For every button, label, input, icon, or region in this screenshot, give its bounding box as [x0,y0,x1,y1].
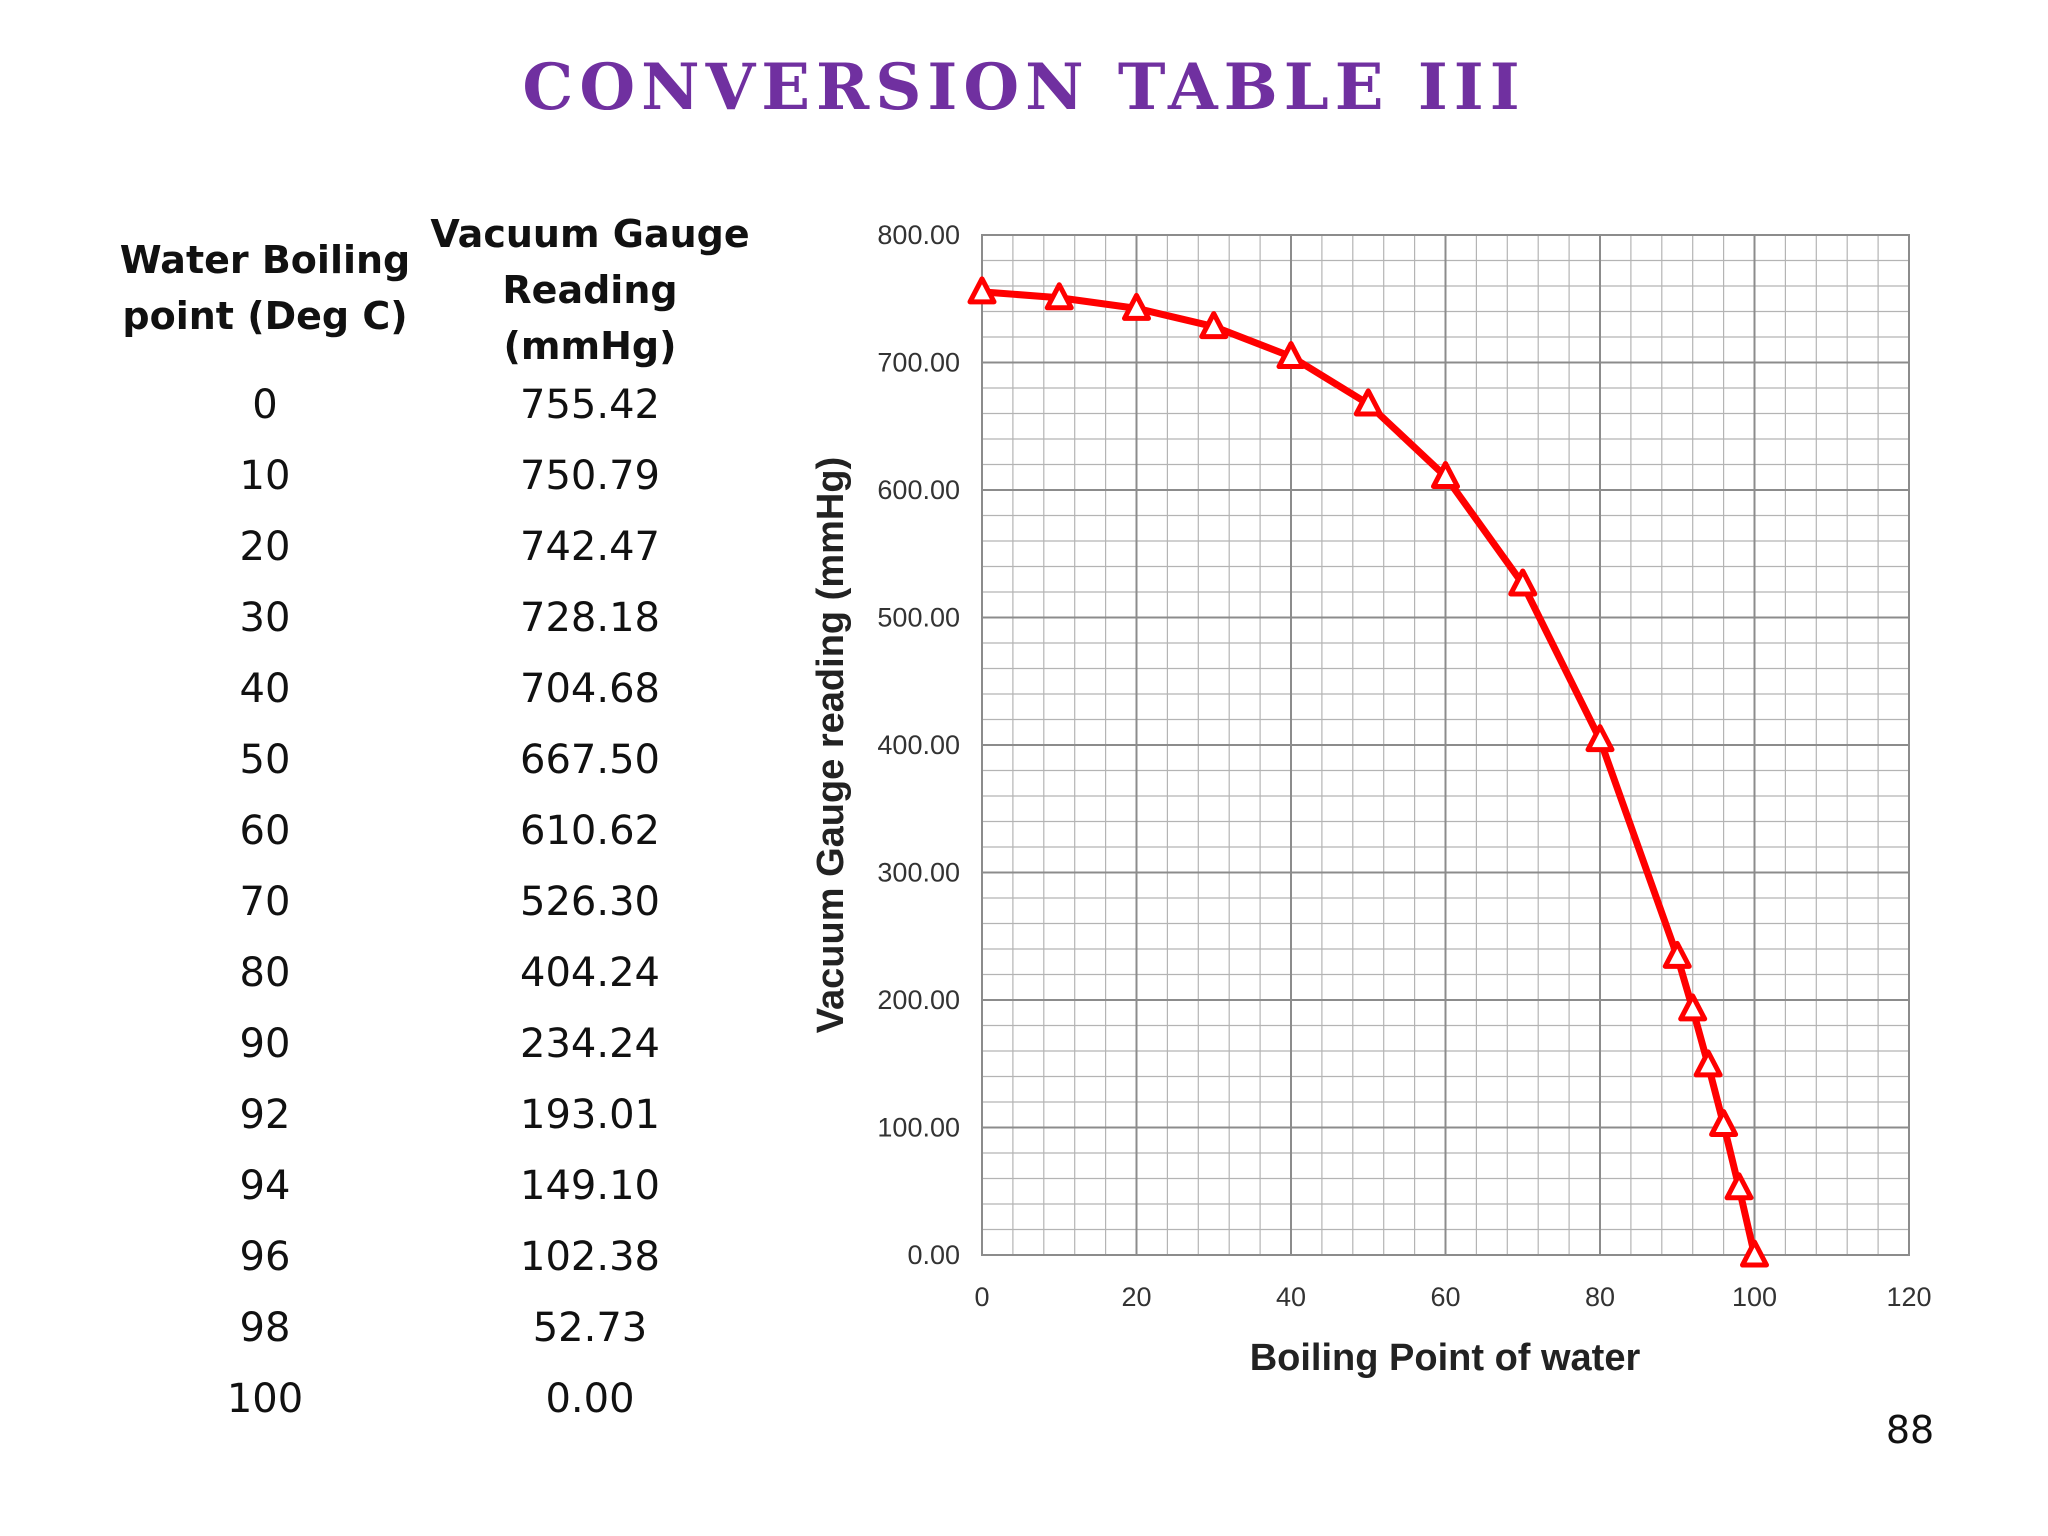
vacuum-gauge-column: Vacuum Gauge Reading (mmHg) [420,206,760,374]
vacuum-gauge-header-line-1: Vacuum Gauge [430,212,750,256]
axis-ticks: 0 20 40 60 80 100 120 0.00 100.00 200.00 300.00 400… [877,220,1931,1312]
vacuum-gauge-cell: 742.47 [520,524,660,570]
vacuum-gauge-cell: 755.42 [520,382,660,428]
data-point-marker [1709,1108,1739,1137]
chart-grid [981,234,1910,1256]
plot-area [981,234,1910,1256]
data-point-marker [1122,292,1151,321]
y-tick-label: 600.00 [877,475,960,505]
boiling-point-cell: 40 [239,666,291,712]
boiling-point-cell: 100 [226,1376,304,1422]
boiling-point-cell: 0 [252,382,278,428]
vacuum-gauge-cell: 52.73 [532,1305,648,1351]
data-point-marker [1724,1172,1754,1201]
vacuum-gauge-cell: 750.79 [520,453,660,499]
data-point-marker [1740,1239,1769,1268]
data-point-marker [1353,388,1383,417]
vacuum-gauge-cell: 728.18 [520,595,660,641]
y-tick-label: 800.00 [877,220,960,250]
boiling-point-cell: 92 [239,1092,291,1138]
slide-title: CONVERSION TABLE III [522,50,1526,125]
vacuum-gauge-cell: 102.38 [520,1234,660,1280]
vacuum-gauge-cell: 610.62 [520,808,660,854]
vacuum-gauge-cell: 193.01 [520,1092,660,1138]
x-tick-label: 40 [1276,1282,1306,1312]
vacuum-gauge-cell: 704.68 [520,666,660,712]
boiling-point-cell: 10 [239,453,291,499]
x-axis-label: Boiling Point of water [1250,1337,1641,1379]
page-number: 88 [1885,1408,1935,1452]
boiling-point-cell: 50 [239,737,291,783]
data-point-marker [1585,724,1615,753]
boiling-point-cell: 94 [239,1163,291,1209]
boiling-point-cell: 90 [239,1021,291,1067]
data-point-marker [1044,282,1074,311]
data-point-marker [1276,341,1306,370]
y-tick-label: 500.00 [877,603,960,633]
data-point-marker [1508,568,1538,597]
boiling-point-header: Water Boiling point (Deg C) [95,232,435,344]
series-markers [967,276,1769,1268]
x-tick-label: 120 [1886,1282,1931,1312]
vacuum-gauge-cell: 404.24 [520,950,660,996]
y-tick-label: 200.00 [877,985,960,1015]
vacuum-gauge-cell: 234.24 [520,1021,660,1067]
x-tick-label: 100 [1732,1282,1777,1312]
data-point-marker [1662,940,1692,969]
boiling-point-cell: 30 [239,595,291,641]
boiling-point-cell: 60 [239,808,291,854]
y-tick-label: 100.00 [877,1113,960,1143]
vacuum-gauge-values: 755.42 750.79 742.47 728.18 704.68 667.50 610.… [420,370,760,1435]
boiling-point-cell: 80 [239,950,291,996]
vacuum-gauge-header-line-2: Reading [502,268,678,312]
boiling-point-cell: 98 [239,1305,291,1351]
boiling-point-cell: 96 [239,1234,291,1280]
vacuum-gauge-cell: 149.10 [520,1163,660,1209]
y-axis-label: Vacuum Gauge reading (mmHg) [810,457,852,1033]
vacuum-gauge-cell: 526.30 [520,879,660,925]
y-tick-label: 300.00 [877,858,960,888]
data-point-marker [967,276,997,305]
boiling-point-column: Water Boiling point (Deg C) [95,232,435,344]
data-point-marker [1199,311,1229,340]
vacuum-gauge-header: Vacuum Gauge Reading (mmHg) [420,206,760,374]
boiling-point-cell: 20 [239,524,291,570]
boiling-point-values: 0 10 20 30 40 50 60 70 80 90 92 94 96 98 100 [95,370,435,1435]
x-tick-label: 80 [1585,1282,1615,1312]
data-point-marker [1431,460,1460,489]
data-point-marker [1693,1049,1723,1078]
y-tick-label: 400.00 [877,730,960,760]
series-line [978,288,1758,1259]
vacuum-gauge-header-line-3: (mmHg) [503,324,677,368]
x-tick-label: 0 [974,1282,989,1312]
data-point-marker [1678,993,1708,1022]
vacuum-gauge-cell: 667.50 [520,737,660,783]
boiling-point-header-line-2: point (Deg C) [122,294,408,338]
y-tick-label: 700.00 [877,348,960,378]
boiling-point-header-line-1: Water Boiling [119,238,411,282]
x-tick-label: 20 [1121,1282,1151,1312]
y-tick-label: 0.00 [907,1240,960,1270]
x-tick-label: 60 [1430,1282,1460,1312]
boiling-point-cell: 70 [239,879,291,925]
vacuum-gauge-cell: 0.00 [545,1376,635,1422]
